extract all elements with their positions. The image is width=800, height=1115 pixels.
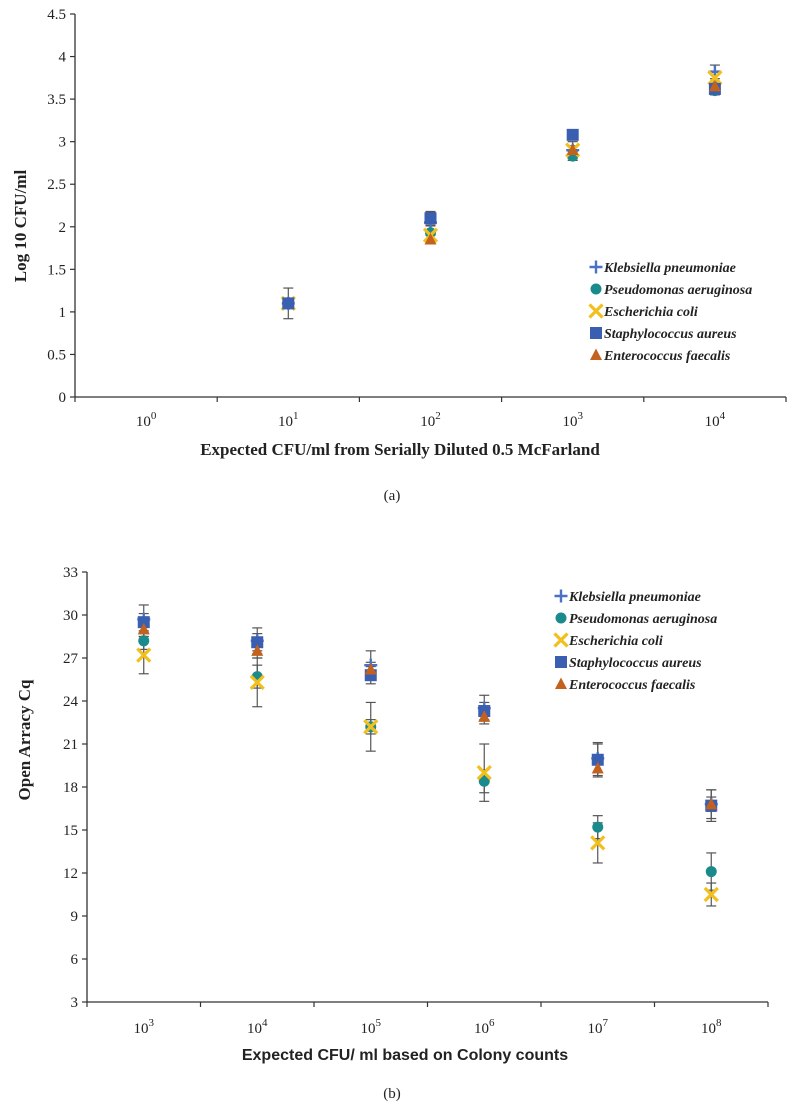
panel-a-chart: Log 10 CFU/ml Expected CFU/ml from Seria… xyxy=(11,7,787,504)
panel-b-point-ecoli xyxy=(703,886,719,903)
panel-b-y-tick-label: 12 xyxy=(63,866,78,882)
panel-b-x-tick-label: 104 xyxy=(247,1017,268,1037)
panel-b-caption: (b) xyxy=(383,1086,401,1102)
panel-b-x-axis-label: Expected CFU/ ml based on Colony counts xyxy=(242,1047,568,1064)
panel-b-point-entero xyxy=(251,644,264,656)
panel-b-legend-entry: Pseudomonas aeruginosa xyxy=(569,612,717,627)
panel-a-x-tick-label: 102 xyxy=(420,410,441,430)
panel-b-point-staph xyxy=(251,636,264,649)
panel-b-x-tick-label: 103 xyxy=(134,1017,155,1037)
panel-b-point-pseudomonas xyxy=(592,821,604,833)
panel-a-x-axis-label: Expected CFU/ml from Serially Diluted 0.… xyxy=(200,440,600,459)
panel-a-legend-marker-pseudomonas xyxy=(590,283,602,295)
panel-a-x-tick-label: 100 xyxy=(136,410,157,430)
panel-b-chart: Open Arracy Cq Expected CFU/ ml based on… xyxy=(15,565,769,1102)
panel-b-point-entero xyxy=(591,761,604,774)
panel-b-point-entero xyxy=(705,797,718,810)
panel-b-legend-marker-entero xyxy=(555,677,567,689)
panel-b-legend-marker-ecoli xyxy=(553,632,569,648)
panel-b-point-entero xyxy=(478,710,491,722)
panel-b-y-tick-label: 18 xyxy=(63,780,78,796)
panel-a-legend-entry: Pseudomonas aeruginosa xyxy=(604,283,752,298)
panel-b-x-tick-label: 107 xyxy=(588,1017,609,1037)
panel-a-x-tick-label: 101 xyxy=(278,410,299,430)
panel-b-legend-entry: Klebsiella pneumoniae xyxy=(568,590,701,605)
panel-a-point-entero xyxy=(708,79,721,92)
panel-a-y-tick-label: 3 xyxy=(59,135,67,151)
panel-b-legend-entry: Staphylococcus aureus xyxy=(569,656,702,671)
panel-a-y-tick-label: 1.5 xyxy=(47,262,66,278)
panel-a-point-staph xyxy=(282,297,295,310)
panel-a-x-tick-label: 104 xyxy=(705,410,726,430)
panel-a-legend-entry: Escherichia coli xyxy=(603,305,698,320)
panel-a-legend-entry: Klebsiella pneumoniae xyxy=(603,261,736,276)
panel-b-legend-marker-pseudomonas xyxy=(555,612,567,624)
panel-b-point-ecoli xyxy=(363,719,379,735)
panel-a-y-tick-label: 0 xyxy=(59,390,67,406)
panel-b-point-entero xyxy=(137,622,150,635)
panel-b-y-axis-label: Open Arracy Cq xyxy=(15,679,34,800)
panel-b-point-pseudomonas xyxy=(705,866,717,878)
panel-a-point-staph xyxy=(566,128,579,141)
panel-b-y-tick-label: 27 xyxy=(63,651,79,667)
panel-b-point-ecoli xyxy=(590,835,606,851)
panel-a-caption: (a) xyxy=(384,488,401,504)
panel-b-y-tick-label: 6 xyxy=(71,952,79,968)
panel-b-x-tick-label: 105 xyxy=(361,1017,382,1037)
panel-b-legend-entry: Escherichia coli xyxy=(568,634,663,649)
panel-a-x-tick-label: 103 xyxy=(562,410,583,430)
panel-b-legend-marker-klebsiella xyxy=(554,589,568,603)
panel-a-y-axis-label: Log 10 CFU/ml xyxy=(11,170,30,283)
panel-b-point-ecoli xyxy=(249,674,265,690)
panel-b-y-tick-label: 33 xyxy=(63,565,78,581)
panel-b-y-tick-label: 24 xyxy=(63,694,79,710)
panel-b-legend-marker-staph xyxy=(555,656,567,668)
panel-b-point-pseudomonas xyxy=(138,635,150,647)
panel-a-point-staph xyxy=(424,212,437,225)
panel-a-point-pseudomonas xyxy=(425,227,436,239)
panel-a-y-tick-label: 4 xyxy=(59,50,67,66)
panel-b-point-staph xyxy=(137,616,150,629)
panel-a-y-tick-label: 2.5 xyxy=(47,177,66,193)
panel-a-y-tick-label: 4.5 xyxy=(47,7,66,23)
panel-a-legend-entry: Enterococcus faecalis xyxy=(603,349,731,364)
panel-b-y-tick-label: 3 xyxy=(71,995,79,1011)
panel-a-legend-marker-staph xyxy=(590,327,602,339)
panel-b-y-tick-label: 30 xyxy=(63,608,78,624)
panel-a-legend-marker-ecoli xyxy=(588,303,604,319)
panel-b-y-tick-label: 9 xyxy=(71,909,79,925)
panel-a-point-entero xyxy=(424,233,437,245)
panel-a-y-tick-label: 2 xyxy=(59,220,67,236)
panel-a-point-ecoli xyxy=(707,70,723,86)
panel-a-point-entero xyxy=(566,143,579,156)
panel-b-point-ecoli xyxy=(136,647,152,663)
panel-a-legend-marker-entero xyxy=(590,348,602,360)
panel-b-point-pseudomonas xyxy=(478,775,490,787)
panel-b-point-entero xyxy=(364,662,377,675)
panel-b-point-staph xyxy=(591,753,604,766)
panel-a-y-tick-label: 0.5 xyxy=(47,347,66,363)
panel-a-y-tick-label: 3.5 xyxy=(47,92,66,108)
panel-b-y-tick-label: 15 xyxy=(63,823,78,839)
panel-a-legend-entry: Staphylococcus aureus xyxy=(604,327,737,342)
panel-b-point-ecoli xyxy=(476,765,492,781)
panel-b-legend-entry: Enterococcus faecalis xyxy=(568,678,696,693)
panel-a-y-tick-label: 1 xyxy=(59,305,67,321)
panel-b-x-tick-label: 106 xyxy=(474,1017,495,1037)
panel-b-y-tick-label: 21 xyxy=(63,737,78,753)
panel-a-legend-marker-klebsiella xyxy=(589,260,603,274)
panel-b-x-tick-label: 108 xyxy=(701,1017,722,1037)
